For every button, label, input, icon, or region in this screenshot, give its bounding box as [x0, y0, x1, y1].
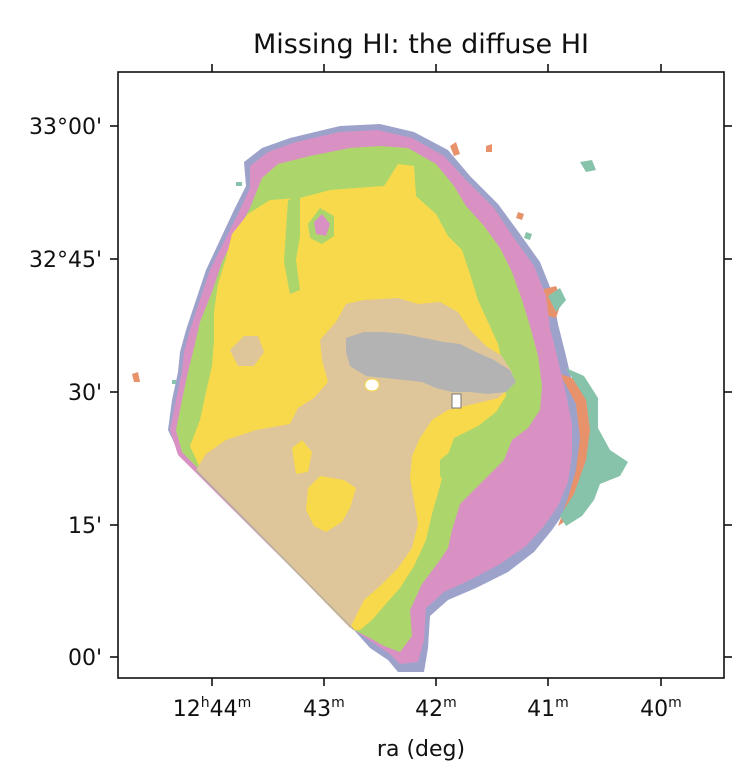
y-tick-label: 15' — [68, 514, 102, 539]
x-tick-label: 12h44m — [173, 695, 252, 722]
white-hole-east — [452, 394, 461, 408]
x-axis-label: ra (deg) — [377, 737, 465, 762]
y-tick-label: 32°45' — [29, 248, 102, 273]
y-tick-label: 30' — [68, 381, 102, 406]
y-tick-label: 33°00' — [29, 115, 102, 140]
hi-region-map — [132, 124, 628, 672]
x-tick-label: 43m — [303, 695, 345, 722]
y-tick-label: 00' — [68, 646, 102, 671]
white-hole-west — [365, 379, 379, 391]
x-tick-label: 40m — [640, 695, 682, 722]
map-title: Missing HI: the diffuse HI — [253, 29, 589, 60]
x-tick-label: 42m — [415, 695, 457, 722]
x-tick-label: 41m — [527, 695, 569, 722]
